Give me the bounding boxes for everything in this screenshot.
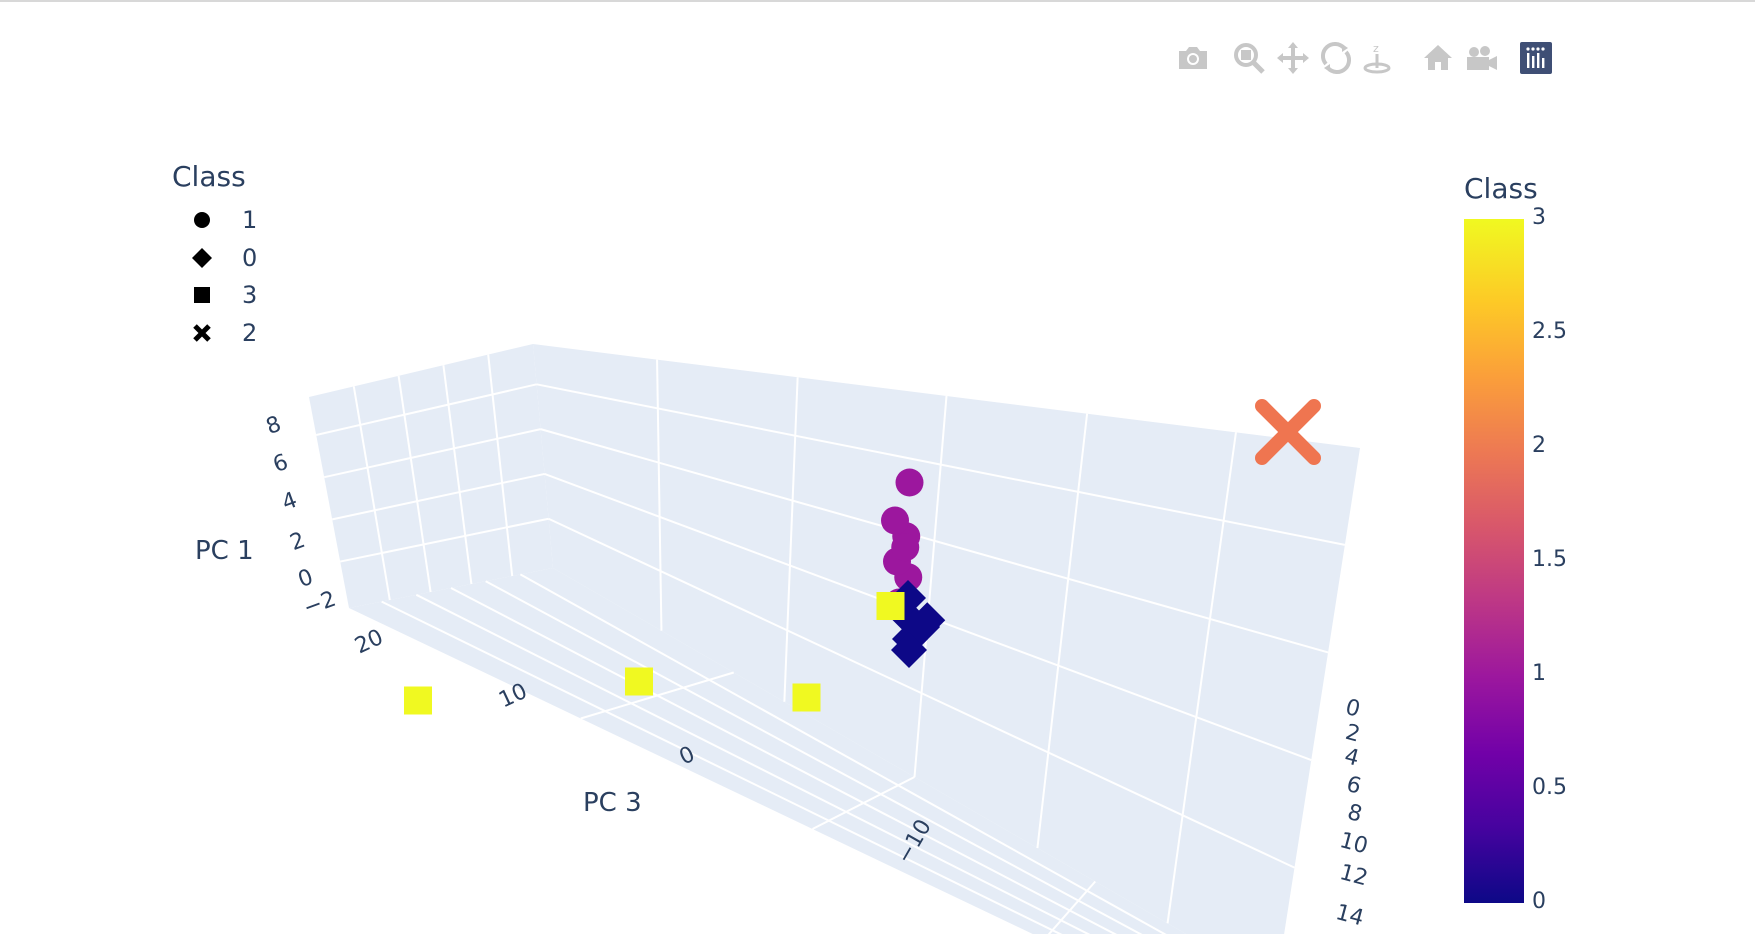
z-axis-tick: 6	[270, 450, 292, 478]
gridline	[913, 395, 948, 778]
legend-title: Class	[172, 160, 246, 193]
data-point-class-3	[625, 667, 653, 696]
gridline	[397, 375, 432, 593]
data-markers	[404, 399, 1321, 715]
y-axis-tick: 20	[351, 625, 387, 659]
gridline	[339, 517, 549, 563]
x-axis-tick: 12	[1337, 860, 1371, 891]
data-point-class-2	[1255, 399, 1321, 465]
plotly-logo-icon[interactable]	[1518, 40, 1554, 76]
gridline	[352, 386, 391, 601]
gridline	[323, 428, 541, 479]
gridline	[487, 354, 514, 577]
colorbar-tick: 1	[1532, 661, 1546, 686]
y-axis-title: PC 3	[583, 788, 642, 818]
axis-titles: PC 1 PC 3	[195, 536, 642, 818]
scene-panes	[309, 344, 1360, 934]
back-wall-pane	[533, 344, 1360, 934]
x-axis-tick: 8	[1345, 800, 1365, 828]
pan-icon[interactable]	[1275, 40, 1311, 76]
data-point-class-3	[876, 592, 905, 620]
legend-item-class-2[interactable]: 2	[192, 318, 312, 348]
colorbar-tick: 0	[1532, 889, 1546, 914]
data-point-class-0	[891, 632, 927, 668]
z-axis-tick: 8	[263, 412, 285, 440]
x-marker-icon	[193, 324, 211, 342]
z-axis-tick: 2	[287, 528, 309, 556]
gridlines	[315, 354, 1346, 934]
gridline	[536, 383, 1346, 546]
legend-item-class-0[interactable]: 0	[192, 243, 312, 273]
colorbar	[1464, 219, 1524, 903]
data-point-class-1	[891, 533, 920, 562]
diamond-marker-icon	[192, 248, 212, 268]
gridline	[548, 517, 1295, 869]
legend-item-class-3[interactable]: 3	[192, 280, 312, 310]
square-marker-icon	[194, 287, 210, 303]
gridline	[540, 428, 1329, 654]
side-wall-pane	[309, 344, 553, 608]
x-axis-tick: 2	[1343, 720, 1363, 748]
x-axis-tick: 14	[1333, 900, 1367, 931]
colorbar-tick: 2	[1532, 433, 1546, 458]
modebar-toolbar: z	[1175, 40, 1605, 80]
svg-text:z: z	[1373, 42, 1379, 55]
gridline	[442, 365, 473, 585]
x-axis-tick: 4	[1342, 744, 1362, 772]
turntable-rotate-icon[interactable]: z	[1361, 40, 1397, 76]
zoom-icon[interactable]	[1231, 40, 1267, 76]
legend-item-label: 2	[242, 319, 258, 347]
legend-item-label: 0	[242, 244, 258, 272]
colorbar-tick: 2.5	[1532, 319, 1567, 344]
orbit-rotate-icon[interactable]	[1318, 40, 1354, 76]
video-camera-icon[interactable]	[1463, 40, 1499, 76]
camera-icon[interactable]	[1175, 40, 1211, 76]
colorbar-tick: 3	[1532, 205, 1546, 230]
data-point-class-1	[895, 468, 924, 497]
floor-pane	[349, 568, 1187, 934]
gridline	[656, 359, 663, 631]
colorbar-tick: 0.5	[1532, 775, 1567, 800]
legend-item-class-1[interactable]: 1	[192, 205, 312, 235]
data-point-class-1	[881, 506, 909, 535]
gridline	[580, 671, 735, 720]
z-axis-tick: 4	[279, 488, 301, 516]
gridline	[315, 383, 537, 436]
colorbar-tick: 1.5	[1532, 547, 1567, 572]
home-icon[interactable]	[1420, 40, 1456, 76]
data-point-class-3	[404, 686, 432, 715]
top-border	[0, 0, 1755, 2]
gridline	[812, 776, 915, 830]
gridline	[331, 472, 545, 521]
x-axis-tick: 0	[1343, 695, 1363, 723]
gridline	[1047, 880, 1097, 934]
x-axis-tick: 10	[1337, 828, 1371, 859]
data-point-class-3	[792, 683, 821, 712]
legend-item-label: 3	[242, 281, 258, 309]
z-axis-title: PC 1	[195, 536, 254, 566]
colorbar-title: Class	[1464, 172, 1538, 205]
z-axis-tick: 0	[295, 565, 317, 593]
gridline	[783, 377, 799, 702]
x-axis-tick: 6	[1344, 772, 1364, 800]
circle-marker-icon	[194, 212, 210, 228]
gridline	[1166, 432, 1237, 924]
gridline	[1036, 413, 1089, 849]
legend-item-label: 1	[242, 206, 258, 234]
